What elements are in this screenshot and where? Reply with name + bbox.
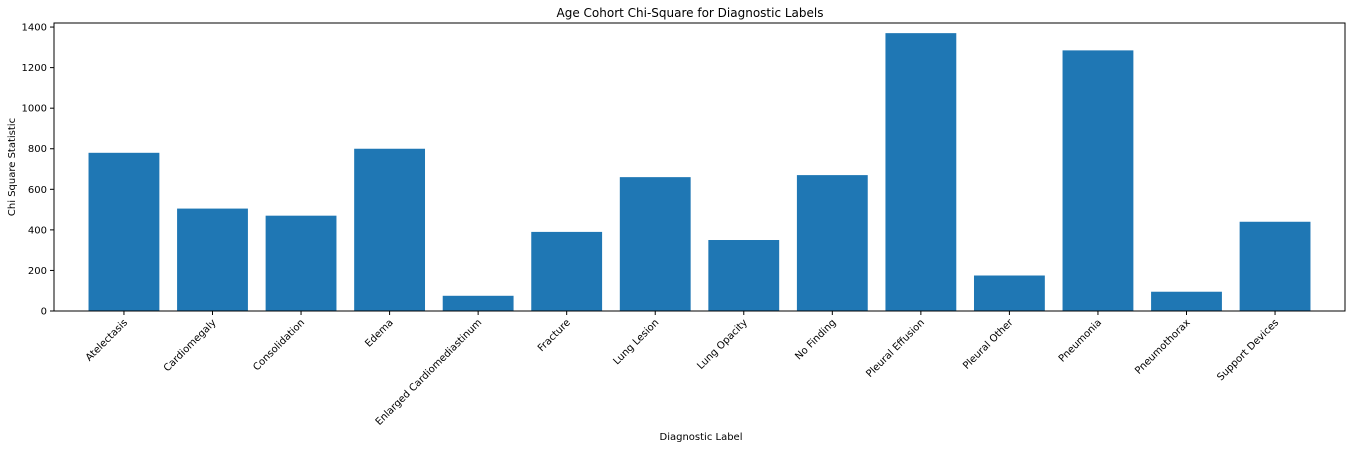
y-tick-label: 0 — [41, 307, 47, 318]
bar — [442, 295, 514, 311]
bar — [796, 175, 868, 311]
bar — [177, 208, 248, 311]
bar — [1062, 50, 1134, 311]
y-tick-label: 600 — [28, 185, 47, 196]
y-tick-label: 1400 — [22, 23, 47, 34]
bars-layer — [88, 33, 1311, 311]
x-axis-label: Diagnostic Label — [660, 432, 743, 443]
bar — [885, 33, 957, 311]
x-tick-label: Pleural Effusion — [864, 317, 927, 380]
x-tick-label: Pneumothorax — [1133, 317, 1193, 377]
x-tick-label: Enlarged Cardiomediastinum — [374, 317, 485, 428]
x-tick-label: Pneumonia — [1057, 317, 1104, 364]
x-tick-label: Lung Lesion — [611, 317, 661, 367]
x-tick-label: Fracture — [536, 317, 573, 354]
bar — [531, 231, 603, 311]
bar — [265, 215, 337, 311]
bar — [619, 177, 691, 311]
y-axis-label: Chi Square Statistic — [7, 118, 18, 216]
bar — [973, 275, 1045, 311]
x-tick-label: No Finding — [793, 317, 838, 362]
plot-frame — [53, 22, 1346, 312]
x-tick-label: Pleural Other — [961, 317, 1016, 372]
y-tick-label: 800 — [28, 144, 47, 155]
y-axis: 0 200 400 600 800 1000 1200 1400 — [22, 23, 54, 318]
bar — [354, 148, 426, 311]
bar — [1239, 221, 1311, 311]
y-tick-label: 200 — [28, 266, 47, 277]
y-tick-label: 1000 — [22, 104, 47, 115]
bar — [708, 240, 780, 311]
x-tick-label: Consolidation — [251, 317, 307, 373]
y-tick-label: 1200 — [22, 63, 47, 74]
x-tick-label: Edema — [363, 317, 395, 349]
bar — [1151, 291, 1222, 311]
x-axis: Atelectasis Cardiomegaly Consolidation Edem… — [84, 311, 1281, 428]
y-tick-label: 400 — [28, 225, 47, 236]
bar — [88, 152, 160, 311]
x-tick-label: Lung Opacity — [695, 317, 750, 372]
x-tick-label: Support Devices — [1215, 317, 1281, 383]
x-tick-label: Cardiomegaly — [162, 317, 219, 374]
chart-title: Age Cohort Chi-Square for Diagnostic Lab… — [557, 6, 824, 20]
x-tick-label: Atelectasis — [84, 317, 130, 363]
